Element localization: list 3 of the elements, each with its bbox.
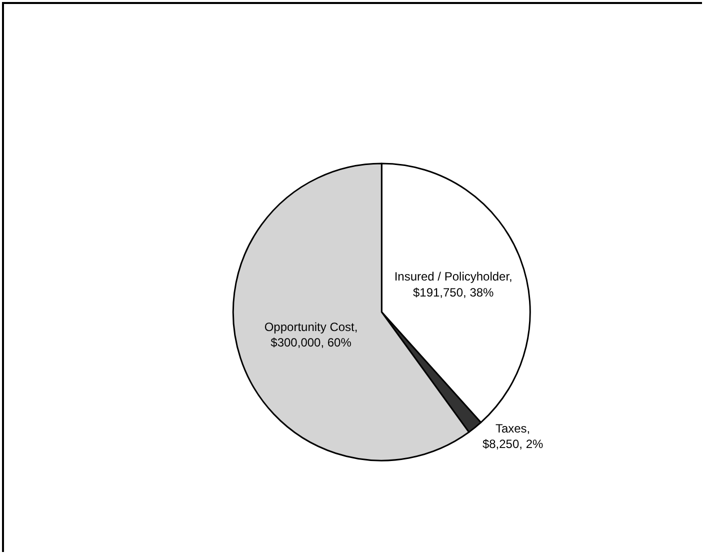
slice-label: Taxes, $8,250, 2%	[482, 422, 544, 452]
slice-label: Opportunity Cost, $300,000, 60%	[264, 320, 358, 350]
slice-label: Insured / Policyholder, $191,750, 38%	[394, 270, 512, 300]
